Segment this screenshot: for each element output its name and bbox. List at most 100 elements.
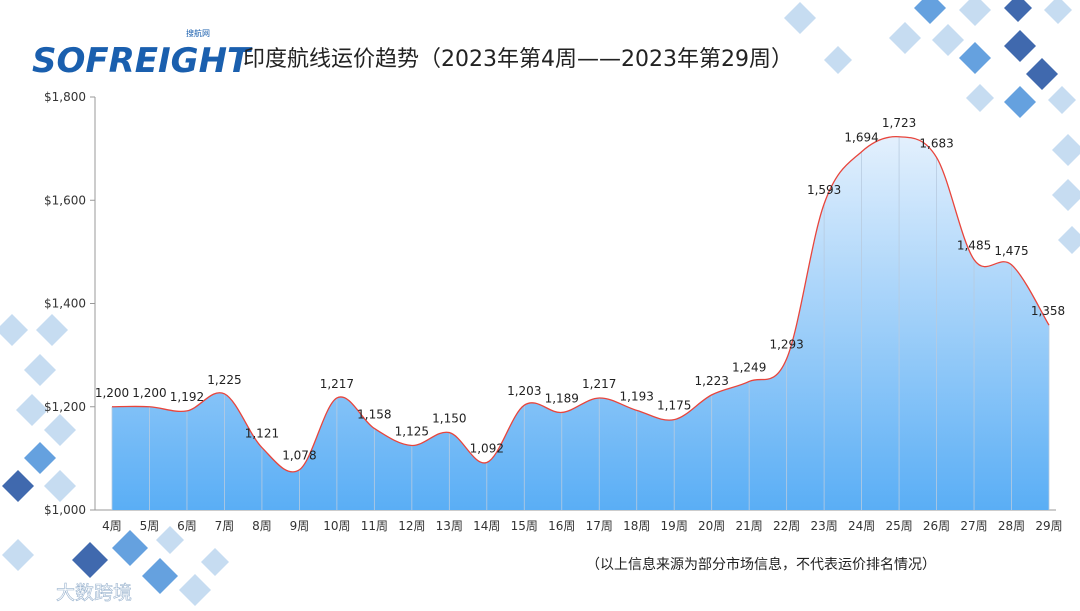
logo-subtext: 搜航网 xyxy=(186,28,210,38)
decorative-tile xyxy=(784,2,816,34)
data-label: 1,223 xyxy=(695,374,729,388)
category-dividers xyxy=(111,136,1050,510)
y-tick-label: $1,800 xyxy=(44,90,86,104)
decorative-tile xyxy=(24,354,56,386)
x-tick-label: 6周 xyxy=(177,519,197,533)
x-tick-label: 10周 xyxy=(323,519,350,533)
x-tick-label: 11周 xyxy=(361,519,388,533)
y-tick-label: $1,400 xyxy=(44,297,86,311)
x-tick-label: 25周 xyxy=(885,519,912,533)
decorative-tile xyxy=(44,414,76,446)
decorative-tile xyxy=(932,24,964,56)
data-label: 1,092 xyxy=(470,442,504,456)
x-tick-label: 26周 xyxy=(923,519,950,533)
decorative-tile xyxy=(112,530,148,566)
x-tick-label: 21周 xyxy=(736,519,763,533)
data-label: 1,193 xyxy=(620,389,654,403)
data-label: 1,485 xyxy=(957,239,991,253)
data-label: 1,078 xyxy=(282,449,316,463)
decorative-tile xyxy=(201,548,229,576)
x-tick-label: 20周 xyxy=(698,519,725,533)
data-label: 1,200 xyxy=(132,386,166,400)
decorative-tile xyxy=(824,46,852,74)
x-tick-label: 5周 xyxy=(140,519,160,533)
data-label: 1,175 xyxy=(657,399,691,413)
x-tick-label: 24周 xyxy=(848,519,875,533)
decorative-tile xyxy=(1052,179,1080,211)
data-label: 1,158 xyxy=(357,407,391,421)
data-label: 1,203 xyxy=(507,384,541,398)
data-label: 1,293 xyxy=(769,338,803,352)
y-tick-label: $1,200 xyxy=(44,400,86,414)
x-tick-label: 16周 xyxy=(548,519,575,533)
x-tick-label: 18周 xyxy=(623,519,650,533)
decorative-tile xyxy=(1044,0,1072,24)
x-tick-label: 28周 xyxy=(998,519,1025,533)
watermark: 大数跨境 xyxy=(27,581,132,604)
decorative-tile xyxy=(156,526,184,554)
x-tick-label: 19周 xyxy=(661,519,688,533)
data-label: 1,217 xyxy=(582,377,616,391)
decorative-tile xyxy=(142,558,178,594)
data-label: 1,723 xyxy=(882,116,916,130)
decorative-tile xyxy=(36,314,68,346)
x-tick-label: 9周 xyxy=(290,519,310,533)
footnote: （以上信息来源为部分市场信息，不代表运价排名情况） xyxy=(586,556,936,573)
logo: SOFREIGHT xyxy=(32,41,253,81)
decorative-tile xyxy=(959,0,991,26)
x-tick-label: 17周 xyxy=(586,519,613,533)
area-fill xyxy=(112,136,1049,510)
x-ticks: 4周 5周 6周 7周 8周 9周 10周 11周 12周 13周 14周 15周 16周 17周 18周 1… xyxy=(102,519,1062,533)
decorative-tile xyxy=(2,470,34,502)
data-label: 1,358 xyxy=(1031,304,1065,318)
data-label: 1,217 xyxy=(320,377,354,391)
x-tick-label: 23周 xyxy=(810,519,837,533)
watermark-text: 大数跨境 xyxy=(56,582,132,604)
y-tick-label: $1,600 xyxy=(44,193,86,207)
decorative-tile xyxy=(16,394,48,426)
decorative-tile xyxy=(24,442,56,474)
decorative-tile xyxy=(72,542,108,578)
data-label: 1,225 xyxy=(207,373,241,387)
decorative-tile xyxy=(1004,0,1032,22)
chart-title: 印度航线运价趋势（2023年第4周——2023年第29周） xyxy=(243,47,793,72)
decorative-tile xyxy=(0,314,28,346)
decorative-tile xyxy=(1048,86,1076,114)
x-tick-label: 7周 xyxy=(215,519,235,533)
decorative-tile xyxy=(179,574,211,606)
x-tick-label: 15周 xyxy=(511,519,538,533)
x-tick-label: 29周 xyxy=(1035,519,1062,533)
decorative-tile xyxy=(1004,86,1036,118)
decorative-tile xyxy=(959,42,991,74)
x-tick-label: 8周 xyxy=(252,519,272,533)
decorative-tile xyxy=(914,0,946,24)
data-label: 1,125 xyxy=(395,424,429,438)
x-tick-label: 27周 xyxy=(960,519,987,533)
decorative-tile xyxy=(44,470,76,502)
series-line xyxy=(111,135,1050,473)
data-label: 1,150 xyxy=(432,412,466,426)
y-tick-label: $1,000 xyxy=(44,503,86,517)
x-tick-label: 13周 xyxy=(436,519,463,533)
decorative-tile xyxy=(889,22,921,54)
data-label: 1,475 xyxy=(994,244,1028,258)
x-tick-label: 14周 xyxy=(473,519,500,533)
decorative-tile xyxy=(1004,30,1036,62)
decorative-tile xyxy=(1052,134,1080,166)
y-ticks: $1,000 $1,200 $1,400 $1,600 $1,800 xyxy=(44,90,95,517)
decorative-tile xyxy=(1058,226,1080,254)
data-label: 1,249 xyxy=(732,360,766,374)
data-label: 1,200 xyxy=(95,386,129,400)
data-label: 1,593 xyxy=(807,183,841,197)
watermark-icon xyxy=(27,581,49,603)
x-tick-label: 4周 xyxy=(102,519,122,533)
decorative-tile xyxy=(966,84,994,112)
data-label: 1,683 xyxy=(919,136,953,150)
data-label: 1,121 xyxy=(245,427,279,441)
x-tick-label: 12周 xyxy=(398,519,425,533)
decorative-tile xyxy=(1026,58,1058,90)
